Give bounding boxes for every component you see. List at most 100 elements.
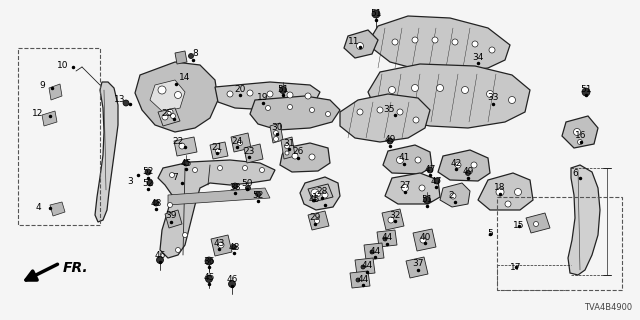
Polygon shape — [383, 145, 432, 174]
Polygon shape — [478, 173, 533, 210]
Circle shape — [292, 153, 298, 159]
Text: 44: 44 — [369, 246, 381, 255]
Text: 39: 39 — [165, 212, 177, 220]
Circle shape — [412, 84, 419, 92]
Circle shape — [267, 91, 273, 97]
Text: 35: 35 — [383, 106, 395, 115]
Polygon shape — [413, 229, 436, 251]
Text: 30: 30 — [271, 124, 283, 132]
Text: 28: 28 — [316, 188, 328, 196]
Circle shape — [247, 90, 253, 96]
Text: 42: 42 — [451, 158, 461, 167]
Text: 13: 13 — [115, 94, 125, 103]
Circle shape — [193, 167, 198, 172]
Circle shape — [175, 92, 182, 99]
Circle shape — [232, 244, 237, 250]
Text: 25: 25 — [161, 109, 173, 118]
Text: 48: 48 — [228, 243, 240, 252]
Text: 52: 52 — [142, 167, 154, 177]
Text: 12: 12 — [32, 108, 44, 117]
Circle shape — [419, 185, 425, 191]
Text: 17: 17 — [510, 262, 522, 271]
Text: 49: 49 — [462, 167, 474, 177]
Polygon shape — [211, 235, 232, 256]
Circle shape — [170, 114, 175, 118]
Circle shape — [472, 41, 478, 47]
Circle shape — [227, 91, 233, 97]
Polygon shape — [175, 51, 187, 64]
Text: 7: 7 — [172, 173, 178, 182]
Circle shape — [218, 242, 224, 248]
Polygon shape — [210, 142, 228, 159]
Circle shape — [153, 200, 159, 206]
Circle shape — [377, 107, 383, 113]
Text: 44: 44 — [357, 275, 369, 284]
Circle shape — [280, 86, 287, 93]
Polygon shape — [281, 137, 295, 159]
Text: 48: 48 — [150, 198, 162, 207]
Circle shape — [285, 143, 289, 148]
Circle shape — [237, 140, 243, 146]
Polygon shape — [280, 143, 330, 172]
Polygon shape — [406, 257, 428, 278]
Text: FR.: FR. — [63, 261, 88, 275]
Polygon shape — [372, 16, 510, 72]
Polygon shape — [308, 211, 329, 230]
Polygon shape — [231, 133, 251, 152]
Polygon shape — [377, 230, 397, 247]
Circle shape — [397, 109, 403, 115]
Polygon shape — [368, 64, 530, 128]
Circle shape — [489, 47, 495, 53]
Polygon shape — [440, 183, 470, 207]
Polygon shape — [215, 82, 320, 110]
Circle shape — [147, 180, 153, 186]
Circle shape — [370, 250, 374, 254]
Circle shape — [162, 114, 168, 120]
Polygon shape — [158, 160, 275, 258]
Text: 44: 44 — [362, 261, 372, 270]
Circle shape — [228, 281, 236, 287]
Polygon shape — [95, 82, 118, 222]
Bar — [18, 48, 100, 225]
Text: 52: 52 — [142, 179, 154, 188]
Text: 9: 9 — [39, 82, 45, 91]
Circle shape — [388, 86, 396, 93]
Circle shape — [432, 37, 438, 43]
Text: 5: 5 — [487, 229, 493, 238]
Text: 31: 31 — [284, 139, 295, 148]
Text: 46: 46 — [154, 252, 166, 260]
Circle shape — [183, 160, 189, 166]
Text: 16: 16 — [575, 132, 587, 140]
Text: 11: 11 — [348, 37, 360, 46]
Circle shape — [356, 43, 364, 50]
Polygon shape — [165, 210, 182, 228]
Text: 10: 10 — [57, 60, 68, 69]
Circle shape — [310, 108, 314, 113]
Circle shape — [357, 109, 363, 115]
Text: 21: 21 — [211, 142, 223, 151]
Circle shape — [145, 169, 151, 175]
Text: 18: 18 — [494, 183, 506, 193]
Polygon shape — [308, 184, 333, 202]
Circle shape — [356, 278, 360, 282]
Text: 29: 29 — [309, 213, 321, 222]
Circle shape — [415, 157, 421, 163]
Text: 19: 19 — [257, 92, 269, 101]
Polygon shape — [250, 96, 340, 130]
Text: 45: 45 — [180, 158, 192, 167]
Polygon shape — [526, 213, 550, 233]
Polygon shape — [168, 188, 270, 205]
Polygon shape — [135, 62, 218, 132]
Text: 14: 14 — [179, 73, 191, 82]
Polygon shape — [385, 173, 440, 204]
Circle shape — [205, 257, 213, 265]
Circle shape — [207, 276, 211, 281]
Text: 23: 23 — [243, 147, 255, 156]
Text: 47: 47 — [430, 177, 442, 186]
Circle shape — [452, 39, 458, 45]
Circle shape — [486, 91, 493, 98]
Circle shape — [311, 189, 319, 197]
Circle shape — [388, 217, 394, 223]
Circle shape — [455, 162, 461, 168]
Polygon shape — [150, 80, 185, 112]
